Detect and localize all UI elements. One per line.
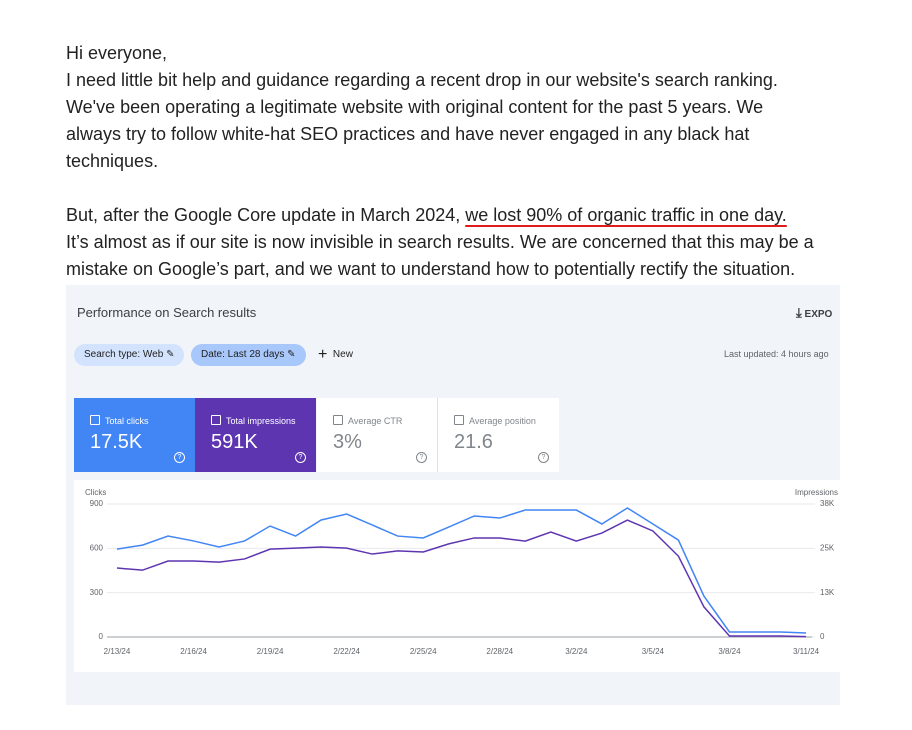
chart-card (74, 480, 840, 672)
y-tick-label: 0 (99, 632, 104, 641)
label: EXPO (804, 309, 833, 320)
y2-tick-label: 25K (820, 543, 835, 552)
card-value: 21.6 (454, 431, 493, 453)
card-value: 17.5K (90, 431, 143, 453)
line: It’s almost as if our site is now invisi… (66, 232, 814, 252)
greeting: Hi everyone, (66, 43, 168, 63)
panel: Performance on Search results ⤓ EXPO Sea… (66, 285, 840, 705)
label: New (332, 349, 353, 360)
x-tick-label: 2/25/24 (410, 647, 437, 656)
card-value: 3% (333, 431, 362, 453)
x-tick-label: 2/19/24 (257, 647, 284, 656)
line: techniques. (66, 151, 159, 171)
line: We've been operating a legitimate websit… (66, 97, 764, 117)
y2-tick-label: 38K (820, 499, 835, 508)
y-axis-title: Clicks (85, 488, 106, 497)
last-updated: Last updated: 4 hours ago (724, 349, 829, 359)
line: I need little bit help and guidance rega… (66, 70, 778, 90)
x-tick-label: 3/11/24 (793, 647, 820, 656)
highlight: we lost 90% of organic traffic in one da… (465, 205, 787, 225)
text: But, after the Google Core update in Mar… (66, 205, 466, 225)
card[interactable]: Total impressions 591K? (195, 398, 316, 472)
x-tick-label: 2/22/24 (333, 647, 360, 656)
y-tick-label: 300 (90, 588, 104, 597)
label: Date: Last 28 days (201, 349, 285, 360)
y-tick-label: 600 (90, 543, 104, 552)
card-label: Total impressions (211, 415, 296, 426)
card[interactable]: Total clicks 17.5K? (74, 398, 195, 472)
new-button[interactable]: + New (318, 346, 353, 363)
x-tick-label: 2/16/24 (180, 647, 207, 656)
card-label: Average CTR (333, 415, 402, 426)
line-series (116, 519, 807, 638)
x-tick-label: 3/8/24 (718, 647, 741, 656)
x-tick-label: 3/2/24 (565, 647, 588, 656)
line: mistake on Google’s part, and we want to… (66, 259, 796, 279)
card-label: Total clicks (90, 415, 149, 426)
x-tick-label: 2/13/24 (104, 647, 131, 656)
x-tick-label: 2/28/24 (486, 647, 513, 656)
panel-title: Performance on Search results (77, 305, 257, 320)
y2-tick-label: 0 (820, 632, 825, 641)
y-tick-label: 900 (90, 499, 104, 508)
line: But, after the Google Core update in Mar… (66, 202, 787, 229)
y2-tick-label: 13K (820, 588, 835, 597)
card-value: 591K (211, 431, 258, 453)
y2-axis-title: Impressions (795, 488, 838, 497)
export-button[interactable]: ⤓ EXPO (796, 305, 833, 320)
card[interactable]: Average CTR 3%? (317, 398, 438, 472)
chip[interactable]: Search type: Web ✎ (74, 344, 185, 366)
line: always try to follow white-hat SEO pract… (66, 124, 750, 144)
card[interactable]: Average position 21.6? (438, 398, 559, 472)
x-tick-label: 3/5/24 (642, 647, 665, 656)
card-label: Average position (454, 415, 536, 426)
line-series (116, 507, 807, 634)
chip[interactable]: Date: Last 28 days ✎ (191, 344, 306, 366)
label: Search type: Web (84, 349, 164, 360)
